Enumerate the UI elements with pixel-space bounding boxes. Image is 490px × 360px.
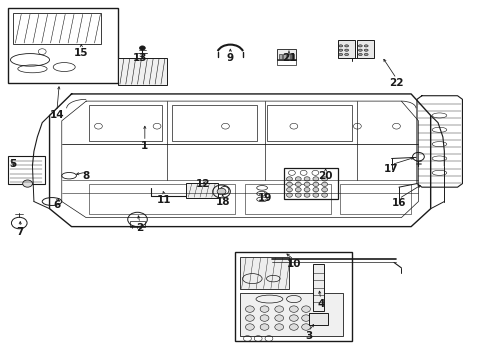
Circle shape (313, 182, 319, 186)
Bar (292, 54, 294, 59)
Text: 2: 2 (136, 224, 144, 233)
Bar (89, 184, 235, 214)
Text: 16: 16 (392, 198, 406, 208)
Bar (284, 168, 338, 199)
Ellipse shape (339, 53, 343, 55)
Circle shape (287, 177, 293, 181)
Bar (309, 313, 328, 325)
Circle shape (304, 177, 310, 181)
Circle shape (304, 193, 310, 197)
Circle shape (290, 324, 298, 330)
Circle shape (322, 193, 328, 197)
Bar (8, 8, 118, 83)
Ellipse shape (339, 45, 343, 47)
Bar (186, 183, 218, 198)
Text: 19: 19 (257, 193, 272, 203)
Circle shape (217, 188, 226, 195)
Circle shape (304, 182, 310, 186)
Ellipse shape (344, 49, 348, 51)
Bar (314, 264, 324, 311)
Circle shape (322, 182, 328, 186)
Circle shape (295, 193, 301, 197)
Circle shape (302, 306, 311, 312)
Ellipse shape (358, 45, 362, 47)
Bar (277, 49, 296, 59)
Circle shape (295, 177, 301, 181)
Ellipse shape (339, 49, 343, 51)
Ellipse shape (344, 45, 348, 47)
Text: 1: 1 (141, 141, 148, 151)
Text: 13: 13 (133, 53, 147, 63)
Bar (13, 13, 101, 44)
Circle shape (290, 315, 298, 321)
Bar (89, 105, 162, 140)
Bar (8, 156, 45, 184)
Circle shape (302, 315, 311, 321)
Circle shape (245, 306, 254, 312)
Bar (338, 40, 355, 58)
Text: 15: 15 (74, 48, 89, 58)
Circle shape (304, 188, 310, 192)
Text: 20: 20 (318, 171, 333, 181)
Circle shape (295, 182, 301, 186)
Circle shape (275, 315, 284, 321)
Circle shape (23, 180, 32, 187)
Circle shape (287, 193, 293, 197)
Bar (279, 54, 282, 59)
Circle shape (287, 188, 293, 192)
Bar (130, 221, 145, 226)
Bar (118, 58, 167, 85)
Text: 7: 7 (17, 227, 24, 237)
Text: 4: 4 (317, 299, 324, 309)
Circle shape (313, 177, 319, 181)
Circle shape (275, 306, 284, 312)
Circle shape (290, 306, 298, 312)
Circle shape (260, 324, 269, 330)
Text: 14: 14 (49, 111, 64, 121)
Circle shape (275, 324, 284, 330)
Text: 11: 11 (157, 195, 171, 205)
Ellipse shape (364, 49, 368, 51)
Text: 21: 21 (282, 53, 296, 63)
Circle shape (295, 188, 301, 192)
Circle shape (140, 46, 146, 50)
Circle shape (313, 193, 319, 197)
Text: 22: 22 (389, 78, 404, 88)
Circle shape (302, 324, 311, 330)
Bar (287, 54, 290, 59)
Text: 17: 17 (384, 164, 399, 174)
Circle shape (313, 188, 319, 192)
Circle shape (322, 188, 328, 192)
Text: 6: 6 (53, 200, 60, 210)
Text: 5: 5 (9, 159, 17, 169)
Bar (283, 54, 286, 59)
Bar (357, 40, 374, 58)
Text: 10: 10 (287, 259, 301, 269)
Circle shape (245, 315, 254, 321)
Bar (240, 293, 343, 336)
Bar (267, 105, 352, 140)
Circle shape (322, 177, 328, 181)
Bar (245, 184, 331, 214)
Text: 12: 12 (196, 179, 211, 189)
Bar (240, 257, 289, 289)
Bar (172, 105, 257, 140)
Ellipse shape (364, 45, 368, 47)
Ellipse shape (358, 49, 362, 51)
Ellipse shape (364, 53, 368, 55)
Text: 9: 9 (227, 53, 234, 63)
Text: 18: 18 (216, 197, 230, 207)
Bar (340, 184, 411, 214)
Bar (235, 252, 352, 341)
Ellipse shape (358, 53, 362, 55)
Circle shape (287, 182, 293, 186)
Circle shape (260, 315, 269, 321)
Circle shape (260, 306, 269, 312)
Circle shape (245, 324, 254, 330)
Bar (277, 59, 296, 65)
Ellipse shape (344, 53, 348, 55)
Text: 8: 8 (83, 171, 90, 181)
Text: 3: 3 (305, 331, 312, 341)
